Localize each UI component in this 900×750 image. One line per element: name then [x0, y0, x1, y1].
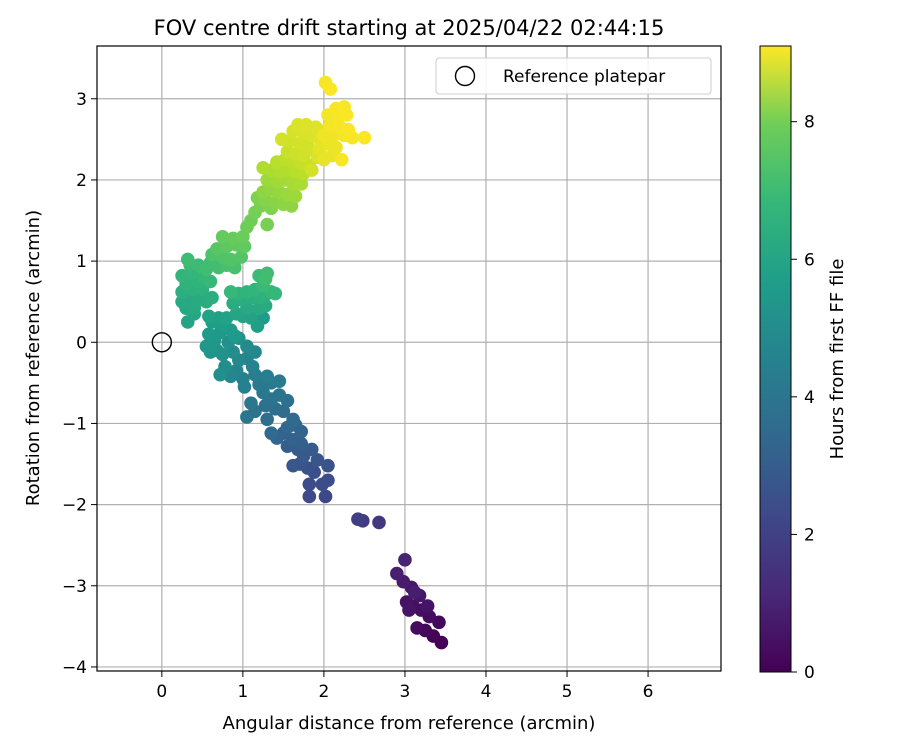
x-axis-label: Angular distance from reference (arcmin): [223, 713, 596, 734]
x-tick-label: 4: [481, 682, 492, 702]
x-tick-label: 6: [643, 682, 654, 702]
data-point: [286, 458, 300, 473]
legend-label: Reference platepar: [503, 67, 665, 87]
data-point: [420, 599, 435, 613]
y-tick-label: 0: [76, 333, 87, 353]
x-tick-label: 2: [318, 682, 329, 702]
grid-lines: [97, 46, 721, 671]
data-point: [205, 290, 219, 305]
data-point: [264, 426, 279, 440]
y-tick-label: 2: [76, 171, 87, 191]
colorbar: 0 2 4 6 8 Hours from first FF file: [759, 45, 848, 683]
data-point: [213, 367, 227, 382]
legend: Reference platepar: [435, 57, 712, 95]
legend-marker-icon: [454, 65, 476, 87]
data-point: [323, 82, 338, 96]
y-tick-label: 1: [76, 252, 87, 272]
data-points: [175, 75, 449, 650]
data-point: [334, 152, 349, 167]
data-point: [256, 160, 270, 175]
y-axis-label: Rotation from reference (arcmin): [23, 210, 44, 506]
data-point: [234, 250, 249, 264]
data-point: [274, 132, 289, 147]
colorbar-tick-label: 8: [804, 113, 815, 133]
x-axis-ticks: 0 1 2 3 4 5 6: [156, 671, 653, 702]
data-point: [223, 252, 238, 267]
chart-title: FOV centre drift starting at 2025/04/22 …: [154, 16, 665, 40]
colorbar-tick-label: 0: [804, 663, 815, 683]
data-point: [272, 374, 287, 389]
data-point: [410, 621, 424, 635]
colorbar-tick-label: 6: [804, 250, 815, 270]
data-point: [202, 327, 216, 341]
x-tick-label: 3: [400, 682, 411, 702]
colorbar-gradient: [759, 45, 792, 673]
colorbar-label: Hours from first FF file: [827, 259, 848, 460]
y-tick-label: −3: [62, 577, 87, 597]
data-point: [339, 108, 354, 122]
data-point: [180, 252, 195, 267]
data-point: [260, 217, 274, 232]
colorbar-tick-label: 2: [804, 525, 815, 545]
data-point: [315, 477, 330, 492]
data-point: [310, 453, 325, 467]
data-point: [321, 458, 335, 473]
y-tick-label: −4: [62, 658, 87, 678]
data-point: [272, 388, 287, 402]
data-point: [223, 285, 238, 299]
data-point: [175, 268, 189, 283]
reference-point-marker: [151, 332, 173, 353]
y-tick-label: 3: [76, 90, 87, 110]
data-point: [215, 229, 230, 244]
data-point: [372, 515, 386, 530]
data-point: [407, 585, 422, 600]
legend-box: [435, 57, 712, 95]
x-tick-label: 1: [237, 682, 248, 702]
data-point: [302, 489, 317, 504]
data-point: [302, 477, 317, 492]
colorbar-tick-label: 4: [804, 388, 815, 408]
data-point: [244, 396, 258, 410]
data-point: [402, 603, 416, 617]
data-point: [260, 412, 274, 427]
data-point: [390, 566, 404, 581]
data-point: [398, 552, 412, 567]
data-point: [268, 286, 283, 301]
data-point: [202, 309, 216, 324]
data-point: [329, 140, 343, 155]
data-point: [260, 369, 274, 384]
data-point: [286, 412, 300, 427]
data-point: [304, 163, 319, 177]
data-point: [240, 410, 254, 424]
data-point: [351, 512, 365, 527]
data-point: [294, 177, 309, 191]
data-point: [317, 152, 331, 167]
x-tick-label: 0: [156, 682, 167, 702]
data-point: [318, 489, 333, 504]
y-tick-label: −1: [62, 414, 87, 434]
colorbar-ticks: 0 2 4 6 8: [791, 113, 815, 683]
data-point: [229, 307, 244, 321]
y-tick-label: −2: [62, 496, 87, 516]
data-point: [203, 274, 218, 289]
data-point: [341, 122, 356, 137]
data-point: [258, 272, 273, 286]
data-point: [227, 328, 242, 343]
data-point: [288, 189, 303, 203]
data-point: [304, 442, 319, 457]
data-point: [317, 128, 331, 143]
x-tick-label: 5: [562, 682, 573, 702]
plot-frame: [96, 45, 722, 672]
y-axis-ticks: −4 −3 −2 −1 0 1 2 3: [62, 90, 97, 678]
data-point: [357, 130, 372, 145]
